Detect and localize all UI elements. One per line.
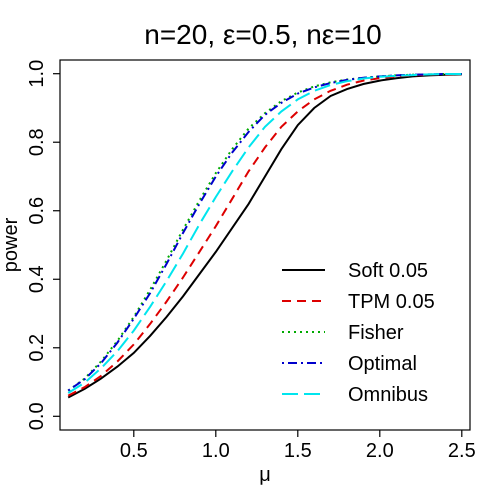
series-line-3: [67, 73, 462, 392]
legend-label-3: Optimal: [348, 353, 417, 375]
series-line-4: [67, 73, 462, 394]
y-tick-label: 1.0: [26, 60, 48, 88]
legend-label-2: Fisher: [348, 322, 404, 344]
y-tick-label: 0.4: [26, 265, 48, 293]
legend-label-0: Soft 0.05: [348, 260, 428, 282]
x-axis-label: μ: [259, 464, 271, 486]
x-tick-label: 1.5: [284, 440, 312, 462]
y-axis-label: power: [0, 217, 22, 272]
x-tick-label: 0.5: [120, 440, 148, 462]
y-tick-label: 0.8: [26, 128, 48, 156]
legend: Soft 0.05 TPM 0.05 Fisher Optimal Omnibus: [282, 260, 435, 406]
x-tick-label: 1.0: [202, 440, 230, 462]
series-layer: [67, 73, 462, 399]
legend-label-1: TPM 0.05: [348, 291, 435, 313]
legend-label-4: Omnibus: [348, 384, 428, 406]
x-tick-label: 2.0: [366, 440, 394, 462]
series-line-2: [67, 73, 462, 392]
y-axis: 0.0 0.2 0.4 0.6 0.8 1.0: [26, 60, 60, 430]
y-tick-label: 0.6: [26, 197, 48, 225]
x-axis: 0.5 1.0 1.5 2.0 2.5: [120, 430, 476, 462]
plot-frame: [59, 59, 471, 431]
series-line-1: [67, 73, 462, 397]
y-tick-label: 0.2: [26, 334, 48, 362]
x-tick-label: 2.5: [448, 440, 476, 462]
series-line-0: [67, 73, 462, 399]
y-tick-label: 0.0: [26, 402, 48, 430]
chart-title: n=20, ε=0.5, nε=10: [144, 19, 382, 50]
